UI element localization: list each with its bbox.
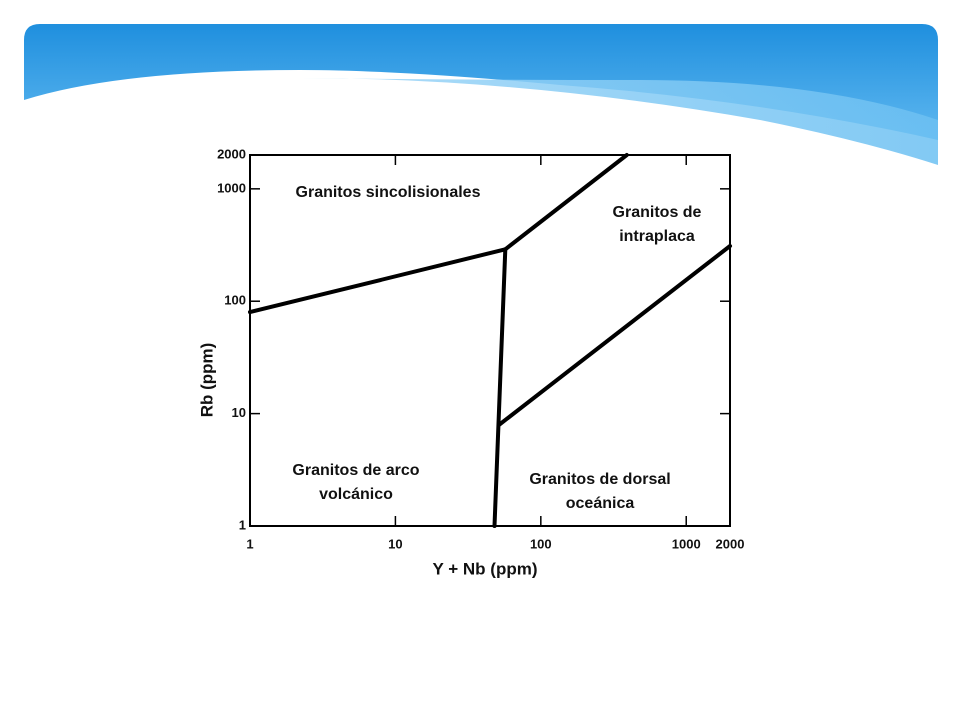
y-axis-label: Rb (ppm)	[197, 343, 216, 418]
y-tick-label: 2000	[217, 146, 246, 161]
x-tick-label: 1000	[672, 536, 701, 551]
region-label: volcánico	[319, 486, 393, 503]
y-tick-label: 1000	[217, 180, 246, 195]
region-label: Granitos de	[613, 204, 702, 221]
region-label: oceánica	[566, 495, 635, 512]
region-label: Granitos de dorsal	[529, 471, 670, 488]
y-tick-label: 100	[224, 293, 246, 308]
header-wave-light	[300, 78, 938, 165]
region-label: Granitos de arco	[292, 462, 419, 479]
region-label: Granitos sincolisionales	[296, 184, 481, 201]
boundary-line	[503, 153, 629, 252]
figure-background	[190, 127, 767, 580]
x-tick-label: 1	[246, 536, 253, 551]
x-tick-label: 100	[530, 536, 552, 551]
y-tick-label: 10	[232, 405, 246, 420]
boundary-line	[248, 247, 508, 315]
region-label: intraplaca	[619, 228, 695, 245]
x-axis-label: Y + Nb (ppm)	[433, 559, 538, 578]
boundary-line	[497, 244, 732, 427]
plot-frame	[249, 154, 731, 527]
x-tick-label: 10	[388, 536, 402, 551]
x-tick-label: 2000	[716, 536, 745, 551]
y-tick-label: 1	[239, 517, 246, 532]
boundary-line	[492, 247, 508, 528]
header-wave	[24, 24, 938, 140]
